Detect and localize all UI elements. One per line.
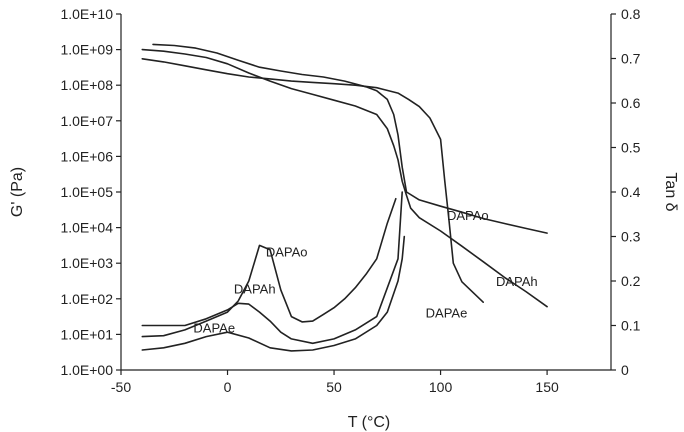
x-tick-label: 50 — [326, 379, 342, 395]
curve-label-dapae: DAPAe — [193, 320, 235, 335]
x-tick-label: -50 — [111, 379, 131, 395]
y2-tick-label: 0.8 — [621, 6, 641, 22]
y2-tick-label: 0.7 — [621, 51, 641, 67]
y-tick-label: 1.0E+10 — [60, 6, 113, 22]
y-tick-label: 1.0E+06 — [60, 148, 113, 164]
curve-modulus-dapae — [141, 57, 485, 304]
y2-tick-label: 0.4 — [621, 184, 641, 200]
x-tick-label: 150 — [535, 379, 559, 395]
y-tick-label: 1.0E+02 — [60, 291, 113, 307]
curve-tan-delta-dapae — [141, 235, 406, 352]
curve-tan-delta-dapao — [141, 197, 397, 338]
x-axis-label: T (°C) — [348, 414, 391, 431]
curve-label-dapao: DAPAo — [266, 245, 308, 260]
curve-tan-delta-dapah — [141, 191, 404, 345]
y-tick-label: 1.0E+08 — [60, 77, 113, 93]
y-tick-label: 1.0E+03 — [60, 255, 113, 271]
curve-modulus-dapao — [152, 43, 548, 234]
curve-labels: DAPAo DAPAh DAPAe DAPAo DAPAh DAPAe — [193, 208, 537, 335]
curve-label-dapao: DAPAo — [447, 208, 489, 223]
y2-tick-label: 0.3 — [621, 229, 641, 245]
y2-tick-label: 0.2 — [621, 273, 641, 289]
ticks: -50 0 50 100 150 1.0E+00 1.0E+01 1.0E+02 1.0E+03… — [60, 6, 640, 395]
y-axis-label: G' (Pa) — [9, 167, 26, 217]
x-tick-label: 0 — [224, 379, 232, 395]
curve-modulus-dapah — [141, 48, 548, 308]
y-tick-label: 1.0E+01 — [60, 326, 113, 342]
x-tick-label: 100 — [429, 379, 453, 395]
y2-tick-label: 0.5 — [621, 140, 641, 156]
curve-label-dapah: DAPAh — [234, 282, 276, 297]
y2-tick-label: 0.6 — [621, 95, 641, 111]
y2-axis-label: Tan δ — [662, 172, 679, 211]
y-tick-label: 1.0E+09 — [60, 42, 113, 58]
curves — [141, 43, 548, 352]
y2-tick-label: 0 — [621, 362, 629, 378]
y-tick-label: 1.0E+04 — [60, 220, 113, 236]
y-tick-label: 1.0E+00 — [60, 362, 113, 378]
curve-label-dapah: DAPAh — [496, 274, 538, 289]
y-tick-label: 1.0E+07 — [60, 113, 113, 129]
curve-label-dapae: DAPAe — [426, 306, 468, 321]
y-tick-label: 1.0E+05 — [60, 184, 113, 200]
y2-tick-label: 0.1 — [621, 318, 641, 334]
